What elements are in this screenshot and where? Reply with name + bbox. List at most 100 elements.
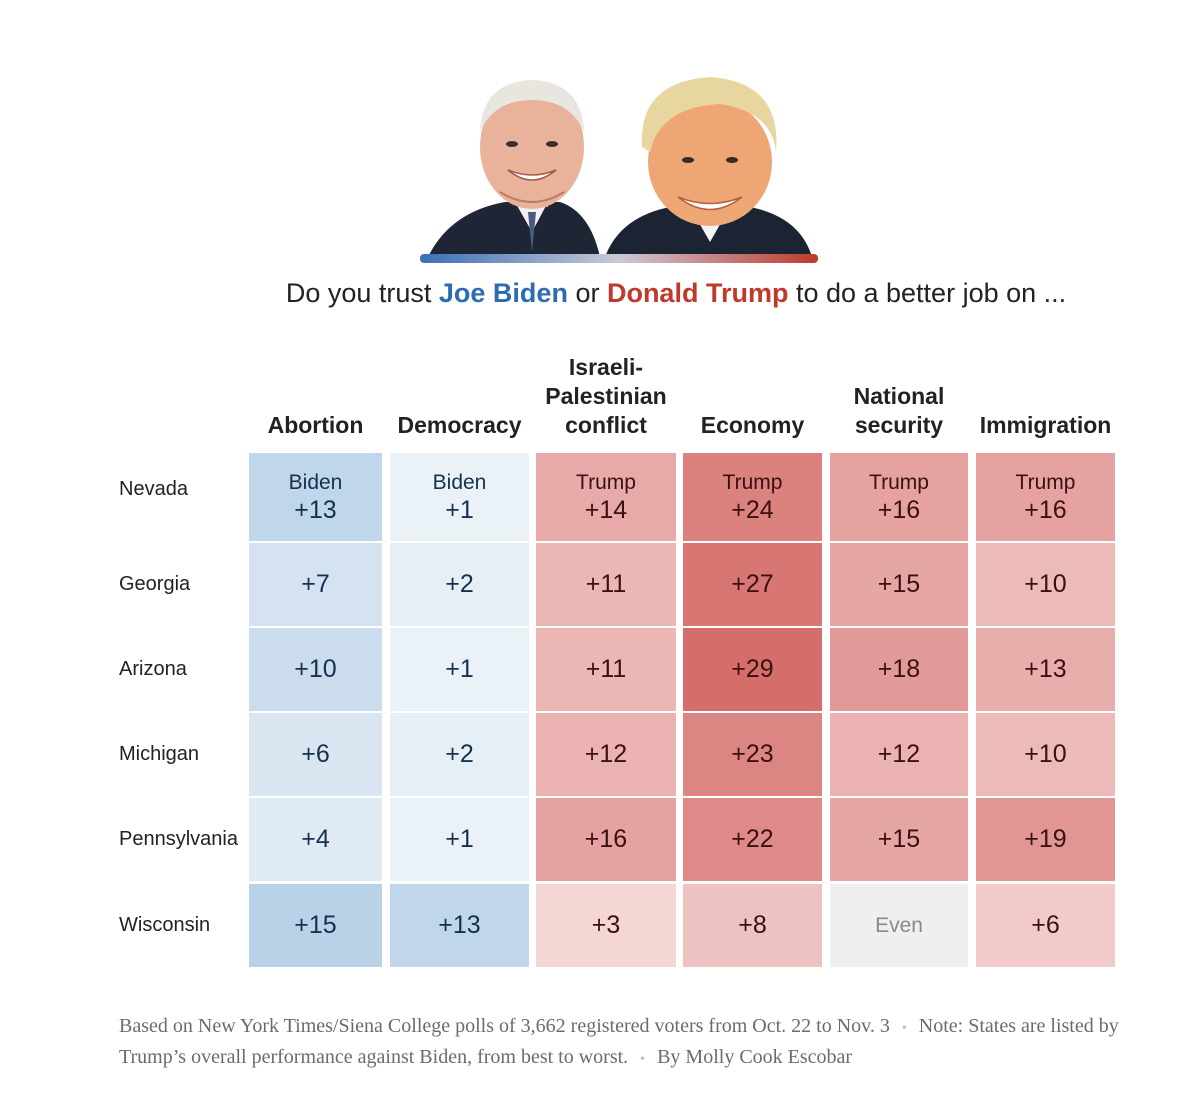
cell-value: +11 bbox=[585, 570, 627, 598]
cell-value: +27 bbox=[731, 570, 774, 598]
biden-name: Joe Biden bbox=[438, 278, 568, 308]
cell-michigan-immigration: +10 bbox=[976, 713, 1115, 796]
cell-pennsylvania-abortion: +4 bbox=[249, 798, 382, 881]
cell-value: +15 bbox=[877, 825, 921, 853]
cell-value: +10 bbox=[294, 655, 337, 683]
cell-leader-label: Biden bbox=[432, 470, 487, 494]
cell-georgia-immigration: +10 bbox=[976, 543, 1115, 626]
cell-arizona-national-security: +18 bbox=[830, 628, 968, 711]
cell-value: +2 bbox=[445, 740, 474, 768]
cell-arizona-democracy: +1 bbox=[390, 628, 529, 711]
cell-value: +10 bbox=[1024, 740, 1067, 768]
cell-arizona-immigration: +13 bbox=[976, 628, 1115, 711]
cell-value: Even bbox=[875, 914, 923, 937]
row-label-michigan: Michigan bbox=[119, 743, 200, 765]
cell-value: +3 bbox=[591, 911, 621, 939]
candidate-portraits bbox=[420, 52, 818, 264]
cell-value: +23 bbox=[731, 740, 774, 768]
cell-michigan-israeli-palestinian: +12 bbox=[536, 713, 676, 796]
cell-value: +8 bbox=[738, 911, 767, 939]
cell-value: +15 bbox=[294, 911, 337, 939]
order-note: Note: States are listed by Trump’s overa… bbox=[119, 1015, 1119, 1068]
cell-pennsylvania-immigration: +19 bbox=[976, 798, 1115, 881]
cell-value: +13 bbox=[438, 911, 481, 939]
column-header-economy: Economy bbox=[700, 412, 805, 438]
cell-wisconsin-israeli-palestinian: +3 bbox=[536, 884, 676, 967]
cell-value: +1 bbox=[445, 655, 474, 683]
cell-value: +19 bbox=[1024, 825, 1067, 853]
cell-georgia-economy: +27 bbox=[683, 543, 822, 626]
cell-nevada-immigration: Trump +16 bbox=[976, 453, 1115, 541]
cell-nevada-abortion: Biden +13 bbox=[249, 453, 382, 541]
cell-leader-label: Trump bbox=[869, 470, 929, 494]
cell-leader-label: Trump bbox=[576, 470, 636, 494]
cell-leader-label: Trump bbox=[1015, 470, 1076, 494]
source-note: Based on New York Times/Siena College po… bbox=[119, 1015, 890, 1037]
cell-nevada-israeli-palestinian: Trump +14 bbox=[536, 453, 676, 541]
cell-value: +1 bbox=[445, 495, 474, 524]
cell-georgia-democracy: +2 bbox=[390, 543, 529, 626]
cell-value: +1 bbox=[445, 825, 474, 853]
cell-wisconsin-democracy: +13 bbox=[390, 884, 529, 967]
cell-value: +13 bbox=[1024, 655, 1067, 683]
column-header-democracy: Democracy bbox=[397, 412, 522, 438]
row-label-nevada: Nevada bbox=[119, 478, 188, 500]
cell-value: +6 bbox=[301, 740, 330, 768]
cell-value: +16 bbox=[1024, 495, 1067, 524]
cell-michigan-democracy: +2 bbox=[390, 713, 529, 796]
cell-value: +24 bbox=[731, 495, 774, 524]
trump-portrait bbox=[605, 77, 812, 257]
cell-pennsylvania-economy: +22 bbox=[683, 798, 822, 881]
cell-wisconsin-national-security: Even bbox=[830, 884, 968, 967]
cell-georgia-national-security: +15 bbox=[830, 543, 968, 626]
cell-georgia-israeli-palestinian: +11 bbox=[536, 543, 676, 626]
cell-nevada-democracy: Biden +1 bbox=[390, 453, 529, 541]
cell-michigan-abortion: +6 bbox=[249, 713, 382, 796]
cell-wisconsin-abortion: +15 bbox=[249, 884, 382, 967]
chart-title: Do you trust Joe Biden or Donald Trump t… bbox=[285, 278, 1067, 308]
column-header-israeli-palestinian: Israeli- Palestinian conflict bbox=[545, 354, 667, 438]
cell-nevada-economy: Trump +24 bbox=[683, 453, 822, 541]
cell-value: +22 bbox=[731, 825, 774, 853]
cell-pennsylvania-democracy: +1 bbox=[390, 798, 529, 881]
cell-value: +11 bbox=[585, 655, 627, 683]
cell-georgia-abortion: +7 bbox=[249, 543, 382, 626]
cell-value: +12 bbox=[584, 740, 628, 768]
column-header-abortion: Abortion bbox=[267, 412, 364, 438]
column-header-national-security: National security bbox=[853, 383, 945, 438]
cell-value: +29 bbox=[731, 655, 774, 683]
cell-wisconsin-economy: +8 bbox=[683, 884, 822, 967]
portrait-underline bbox=[420, 254, 818, 263]
row-label-arizona: Arizona bbox=[119, 658, 187, 680]
cell-nevada-national-security: Trump +16 bbox=[830, 453, 968, 541]
cell-michigan-national-security: +12 bbox=[830, 713, 968, 796]
cell-pennsylvania-israeli-palestinian: +16 bbox=[536, 798, 676, 881]
cell-value: +16 bbox=[584, 825, 628, 853]
cell-arizona-israeli-palestinian: +11 bbox=[536, 628, 676, 711]
biden-portrait bbox=[428, 80, 600, 257]
cell-arizona-economy: +29 bbox=[683, 628, 822, 711]
cell-value: +6 bbox=[1031, 911, 1060, 939]
row-label-georgia: Georgia bbox=[119, 573, 191, 595]
cell-value: +2 bbox=[445, 570, 474, 598]
cell-value: +13 bbox=[294, 495, 337, 524]
cell-value: +15 bbox=[877, 570, 921, 598]
row-label-wisconsin: Wisconsin bbox=[119, 914, 211, 936]
cell-pennsylvania-national-security: +15 bbox=[830, 798, 968, 881]
column-header-immigration: Immigration bbox=[979, 412, 1112, 438]
row-label-pennsylvania: Pennsylvania bbox=[119, 828, 238, 850]
cell-leader-label: Trump bbox=[722, 470, 783, 494]
chart-footer: Based on New York Times/Siena College po… bbox=[119, 1015, 1119, 1068]
cell-value: +14 bbox=[584, 495, 628, 524]
cell-wisconsin-immigration: +6 bbox=[976, 884, 1115, 967]
byline: By Molly Cook Escobar bbox=[657, 1046, 853, 1068]
cell-arizona-abortion: +10 bbox=[249, 628, 382, 711]
cell-leader-label: Biden bbox=[288, 470, 343, 494]
trump-name: Donald Trump bbox=[606, 278, 789, 308]
cell-value: +4 bbox=[301, 825, 330, 853]
cell-value: +18 bbox=[877, 655, 921, 683]
cell-value: +16 bbox=[877, 495, 921, 524]
cell-value: +12 bbox=[877, 740, 921, 768]
cell-michigan-economy: +23 bbox=[683, 713, 822, 796]
cell-value: +10 bbox=[1024, 570, 1067, 598]
